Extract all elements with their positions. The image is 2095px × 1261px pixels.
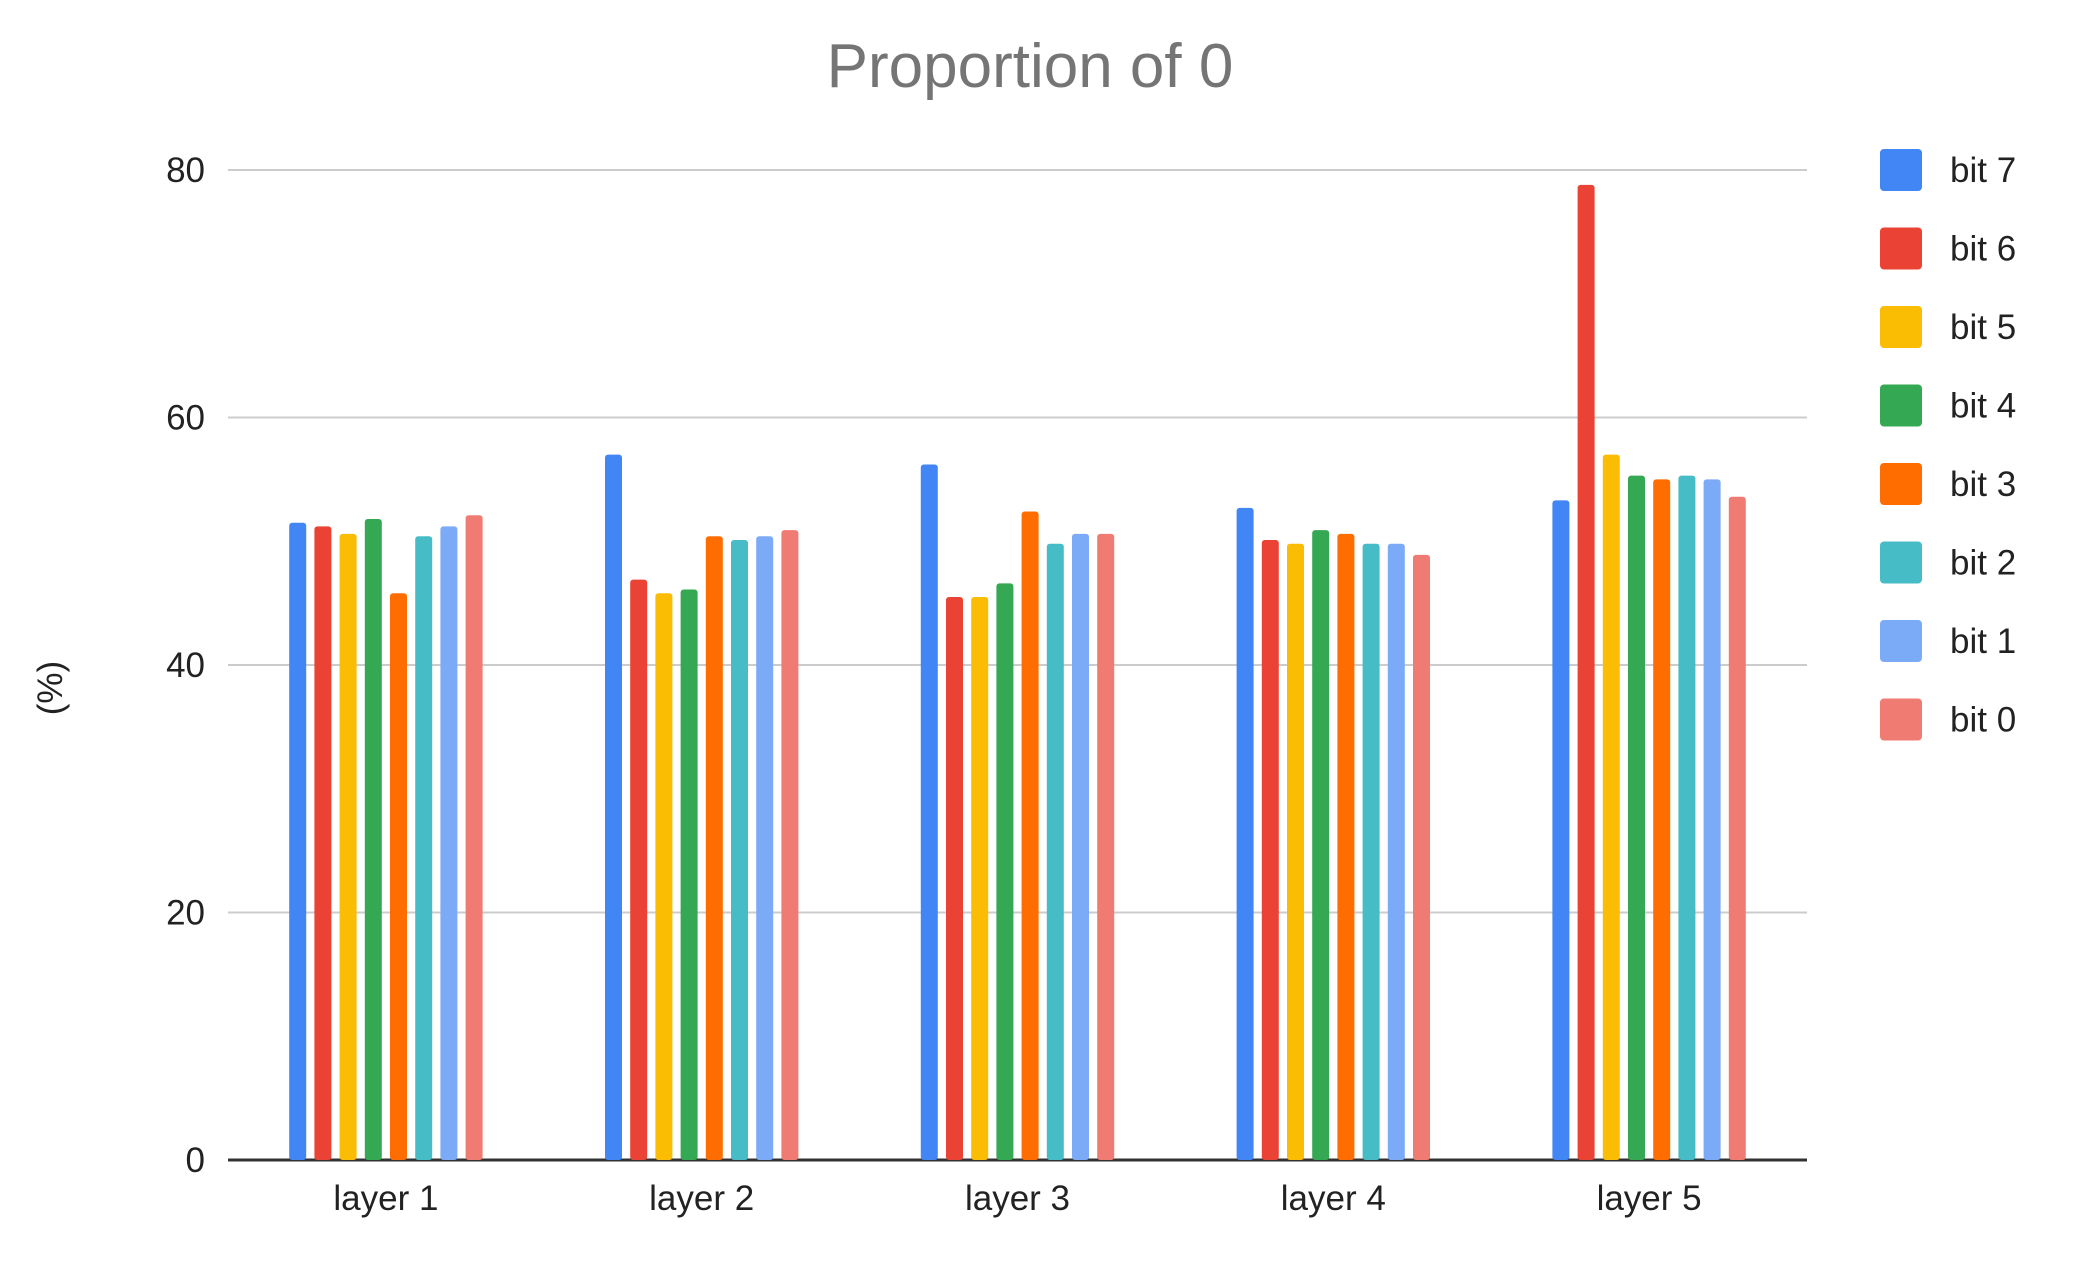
legend-swatch [1880,149,1922,191]
x-tick-label: layer 5 [1597,1179,1702,1218]
x-axis-ticks: layer 1 layer 2 layer 3 layer 4 layer 5 [333,1179,1701,1218]
bars [289,184,1746,1161]
legend-item: bit 2 [1880,541,2016,584]
bar [781,530,799,1160]
bar [1072,533,1089,1160]
bar [971,596,989,1160]
bar [1236,507,1254,1160]
bar [1703,479,1721,1160]
bar [605,454,622,1160]
bar [1312,530,1330,1160]
y-tick-label: 80 [166,151,205,190]
legend-swatch [1880,306,1922,348]
legend-label: bit 4 [1950,387,2016,426]
legend-swatch [1880,384,1922,427]
bar [1287,543,1304,1160]
bar [364,518,382,1160]
bar [1552,500,1570,1161]
y-axis-label: (%) [31,661,70,715]
legend-swatch [1880,463,1922,505]
bar [1653,479,1671,1160]
legend-swatch [1880,698,1922,741]
legend-label: bit 1 [1950,622,2016,661]
bar [655,593,673,1160]
legend-item: bit 4 [1880,384,2016,427]
bar [289,522,307,1160]
legend-item: bit 6 [1880,227,2016,270]
bar [415,536,433,1160]
bar [1021,511,1039,1160]
legend-swatch [1880,620,1922,662]
bar [1097,533,1115,1160]
chart-title: Proportion of 0 [827,32,1234,101]
legend-item: bit 3 [1880,463,2016,505]
y-tick-label: 0 [186,1141,205,1180]
bar [1337,533,1355,1160]
bar [1678,475,1696,1161]
bar [1577,184,1595,1161]
bar [946,596,963,1160]
legend-item: bit 1 [1880,620,2016,662]
bar [1362,543,1380,1160]
bar [630,579,648,1160]
legend-label: bit 5 [1950,308,2016,347]
bar [1046,543,1064,1160]
x-tick-label: layer 2 [649,1179,754,1218]
bar [314,526,332,1160]
legend-item: bit 0 [1880,698,2016,741]
y-tick-label: 40 [166,646,205,685]
bar [996,583,1014,1160]
legend-label: bit 2 [1950,544,2016,583]
legend-label: bit 7 [1950,151,2016,190]
bar [1413,554,1430,1160]
legend-item: bit 5 [1880,306,2016,348]
legend-label: bit 0 [1950,701,2016,740]
legend-swatch [1880,541,1922,584]
bar [1261,540,1279,1160]
bar [440,526,458,1160]
bar [756,536,774,1160]
legend-label: bit 6 [1950,230,2016,269]
y-tick-label: 60 [166,399,205,438]
bar [1387,543,1405,1160]
bar [705,536,723,1160]
y-axis-ticks: 0 20 40 60 80 [166,151,205,1180]
bar [339,533,357,1160]
y-tick-label: 20 [166,894,205,933]
bar [1602,454,1620,1160]
bar [465,515,483,1160]
bar [680,589,698,1160]
bar [731,540,748,1160]
bar [1728,496,1746,1160]
legend-label: bit 3 [1950,465,2016,504]
legend-swatch [1880,227,1922,270]
bar [390,593,407,1160]
bar [1628,475,1645,1161]
x-tick-label: layer 3 [965,1179,1070,1218]
bar [920,464,938,1160]
x-tick-label: layer 4 [1281,1179,1386,1218]
x-tick-label: layer 1 [333,1179,438,1218]
gridlines [228,169,1807,1162]
legend-item: bit 7 [1880,149,2016,191]
legend: bit 7 bit 6 bit 5 bit 4 bit 3 bit 2 bit 1 bit 0 [1880,149,2016,741]
